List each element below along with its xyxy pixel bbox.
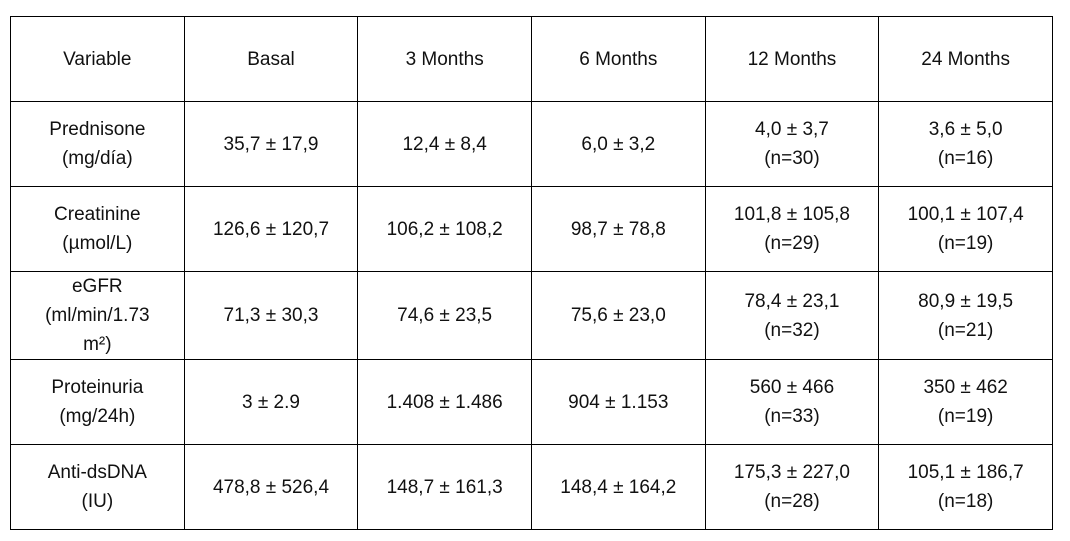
table-row: eGFR (ml/min/1.73 m²) 71,3 ± 30,3 74,6 ± 23,…	[10, 271, 1053, 360]
table-cell: 904 ± 1.153	[530, 359, 706, 445]
cell-line: 175,3 ± 227,0	[733, 462, 850, 483]
data-table: Variable Basal 3 Months 6 Months 12 Months 24…	[10, 16, 1053, 530]
table-cell: 80,9 ± 19,5 (n=21)	[878, 271, 1053, 360]
header-cell: Variable	[10, 16, 185, 102]
cell-line: m²)	[83, 334, 112, 355]
table-cell: 101,8 ± 105,8 (n=29)	[704, 186, 880, 272]
cell-line: 35,7 ± 17,9	[223, 133, 319, 155]
cell-line: (n=19)	[937, 406, 994, 427]
cell-line: 74,6 ± 23,5	[397, 305, 493, 326]
table-cell: 75,6 ± 23,0	[530, 271, 706, 360]
cell-line: (n=16)	[937, 148, 994, 169]
cell-line: (n=33)	[764, 406, 820, 427]
header-row: Variable Basal 3 Months 6 Months 12 Months 24…	[10, 16, 1053, 102]
cell-line: 75,6 ± 23,0	[570, 305, 666, 326]
table-cell: Anti-dsDNA (IU)	[10, 444, 185, 530]
table-cell: 4,0 ± 3,7 (n=30)	[704, 101, 880, 187]
table-cell: 78,4 ± 23,1 (n=32)	[704, 271, 880, 360]
cell-line: (n=18)	[937, 491, 994, 512]
table-cell: 98,7 ± 78,8	[530, 186, 706, 272]
cell-line: 904 ± 1.153	[568, 391, 669, 413]
cell-line: (n=32)	[764, 319, 820, 341]
cell-line: 4,0 ± 3,7	[755, 119, 829, 140]
cell-line: 105,1 ± 186,7	[907, 462, 1024, 483]
table-header: Variable Basal 3 Months 6 Months 12 Months 24…	[10, 16, 1053, 102]
table-cell: 175,3 ± 227,0 (n=28)	[704, 444, 880, 530]
header-cell: Basal	[183, 16, 359, 102]
cell-line: 6,0 ± 3,2	[581, 133, 656, 155]
cell-line: Creatinine	[54, 204, 141, 225]
cell-line: 478,8 ± 526,4	[212, 476, 330, 498]
cell-line: (mg/24h)	[59, 406, 136, 427]
table-cell: 3,6 ± 5,0 (n=16)	[878, 101, 1053, 187]
cell-line: Prednisone	[49, 119, 146, 140]
table-cell: 126,6 ± 120,7	[183, 186, 359, 272]
cell-line: 350 ± 462	[923, 377, 1008, 398]
table-cell: 148,7 ± 161,3	[357, 444, 532, 530]
table-cell: 6,0 ± 3,2	[530, 101, 706, 187]
table-row: Prednisone (mg/día) 35,7 ± 17,9 12,4 ± 8,4 6…	[10, 101, 1053, 187]
cell-line: (n=30)	[764, 148, 820, 169]
cell-line: 1.408 ± 1.486	[386, 391, 503, 413]
cell-line: (ml/min/1.73	[45, 305, 150, 326]
cell-line: (n=29)	[764, 233, 820, 254]
table-cell: 560 ± 466 (n=33)	[704, 359, 880, 445]
table-cell: 148,4 ± 164,2	[530, 444, 706, 530]
header-cell: 3 Months	[357, 16, 532, 102]
table-cell: 35,7 ± 17,9	[183, 101, 359, 187]
table-cell: eGFR (ml/min/1.73 m²)	[10, 271, 185, 360]
table-cell: 1.408 ± 1.486	[357, 359, 532, 445]
table-cell: 105,1 ± 186,7 (n=18)	[878, 444, 1053, 530]
cell-line: 12,4 ± 8,4	[402, 133, 487, 155]
cell-line: eGFR	[71, 276, 123, 297]
cell-line: 100,1 ± 107,4	[907, 204, 1024, 225]
table-body: Prednisone (mg/día) 35,7 ± 17,9 12,4 ± 8,4 6…	[10, 101, 1053, 530]
cell-line: 78,4 ± 23,1	[744, 290, 840, 312]
cell-line: (n=19)	[937, 233, 994, 254]
header-cell: 24 Months	[878, 16, 1053, 102]
cell-line: (n=21)	[937, 319, 994, 341]
table-cell: 3 ± 2.9	[183, 359, 359, 445]
table-row: Creatinine (µmol/L) 126,6 ± 120,7 106,2 ± 1…	[10, 186, 1053, 272]
table-cell: Creatinine (µmol/L)	[10, 186, 185, 272]
header-cell: 12 Months	[704, 16, 880, 102]
table-cell: 350 ± 462 (n=19)	[878, 359, 1053, 445]
cell-line: 3 ± 2.9	[242, 391, 300, 413]
cell-line: (mg/día)	[61, 148, 133, 169]
table-cell: 100,1 ± 107,4 (n=19)	[878, 186, 1053, 272]
table-cell: 106,2 ± 108,2	[357, 186, 532, 272]
cell-line: (µmol/L)	[62, 233, 133, 254]
cell-line: Anti-dsDNA	[47, 462, 147, 483]
table-row: Proteinuria (mg/24h) 3 ± 2.9 1.408 ± 1.486 9…	[10, 359, 1053, 445]
table-cell: 478,8 ± 526,4	[183, 444, 359, 530]
cell-line: 148,4 ± 164,2	[560, 476, 677, 498]
cell-line: 3,6 ± 5,0	[928, 119, 1003, 140]
cell-line: 80,9 ± 19,5	[918, 290, 1014, 312]
cell-line: 101,8 ± 105,8	[733, 204, 850, 225]
table-cell: 71,3 ± 30,3	[183, 271, 359, 360]
cell-line: Proteinuria	[51, 377, 144, 398]
table-cell: 74,6 ± 23,5	[357, 271, 532, 360]
table-row: Anti-dsDNA (IU) 478,8 ± 526,4 148,7 ± 161,3…	[10, 444, 1053, 530]
cell-line: 106,2 ± 108,2	[386, 218, 503, 240]
cell-line: 148,7 ± 161,3	[386, 476, 503, 498]
table-cell: Proteinuria (mg/24h)	[10, 359, 185, 445]
cell-line: 98,7 ± 78,8	[570, 218, 666, 240]
cell-line: 71,3 ± 30,3	[223, 305, 319, 326]
table-cell: 12,4 ± 8,4	[357, 101, 532, 187]
table-cell: Prednisone (mg/día)	[10, 101, 185, 187]
header-cell: 6 Months	[530, 16, 706, 102]
cell-line: 560 ± 466	[749, 377, 835, 398]
cell-line: (n=28)	[764, 491, 820, 512]
cell-line: 126,6 ± 120,7	[212, 218, 330, 240]
cell-line: (IU)	[81, 491, 114, 512]
